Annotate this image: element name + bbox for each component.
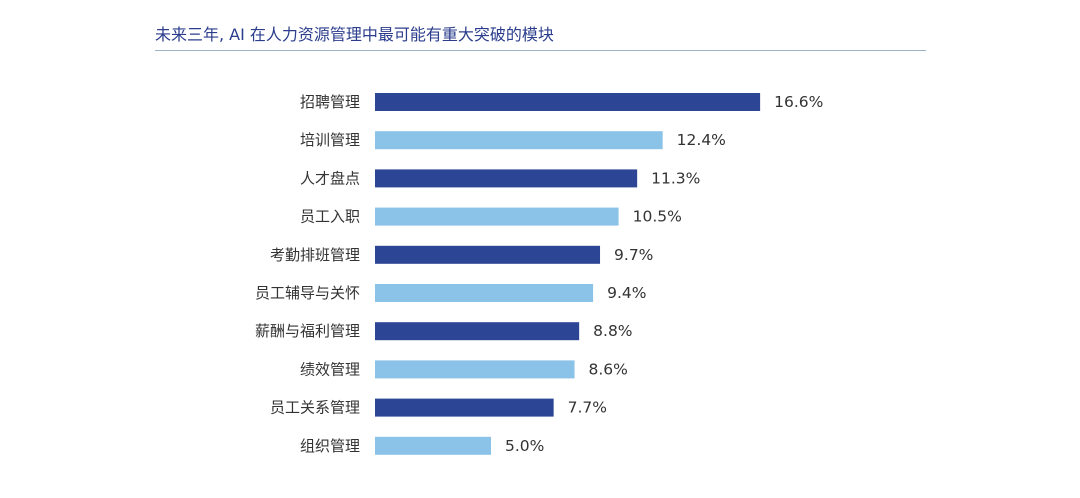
category-label: 员工入职 (300, 208, 360, 226)
bar-row: 员工辅导与关怀 9.4% (255, 284, 646, 302)
bar (375, 436, 491, 455)
title-divider (155, 50, 926, 51)
bar (375, 360, 575, 379)
bar (375, 131, 663, 150)
category-label: 员工辅导与关怀 (255, 284, 360, 302)
bar (375, 398, 554, 417)
bar-row: 培训管理 12.4% (300, 131, 726, 150)
value-label: 10.5% (633, 208, 682, 226)
bar (375, 322, 580, 341)
value-label: 12.4% (677, 131, 726, 149)
category-label: 招聘管理 (300, 93, 360, 111)
value-label: 16.6% (774, 93, 823, 111)
category-label: 培训管理 (300, 131, 360, 149)
chart-title: 未来三年, AI 在人力资源管理中最可能有重大突破的模块 (155, 25, 554, 44)
bar (375, 284, 594, 302)
bar-row: 绩效管理 8.6% (300, 360, 628, 379)
value-label: 8.8% (593, 322, 632, 340)
category-label: 考勤排班管理 (270, 246, 360, 264)
value-label: 7.7% (568, 399, 607, 417)
bar (375, 207, 619, 226)
bar (375, 93, 761, 111)
bar-row: 招聘管理 16.6% (300, 93, 823, 111)
value-label: 9.7% (614, 246, 653, 264)
bar (375, 245, 601, 264)
category-label: 薪酬与福利管理 (255, 322, 360, 340)
bar-row: 员工入职 10.5% (300, 207, 682, 226)
category-label: 人才盘点 (300, 169, 360, 187)
category-label: 组织管理 (300, 437, 360, 455)
bar-row: 薪酬与福利管理 8.8% (255, 322, 633, 341)
value-label: 5.0% (505, 437, 544, 455)
category-label: 绩效管理 (300, 360, 360, 378)
bar-row: 考勤排班管理 9.7% (270, 245, 653, 264)
bar (375, 169, 638, 188)
value-label: 8.6% (589, 360, 628, 378)
value-label: 9.4% (607, 284, 646, 302)
bar-row: 员工关系管理 7.7% (270, 398, 607, 417)
bar-row: 组织管理 5.0% (300, 436, 544, 455)
bar-row: 人才盘点 11.3% (300, 169, 700, 188)
value-label: 11.3% (651, 169, 700, 187)
category-label: 员工关系管理 (270, 399, 360, 417)
